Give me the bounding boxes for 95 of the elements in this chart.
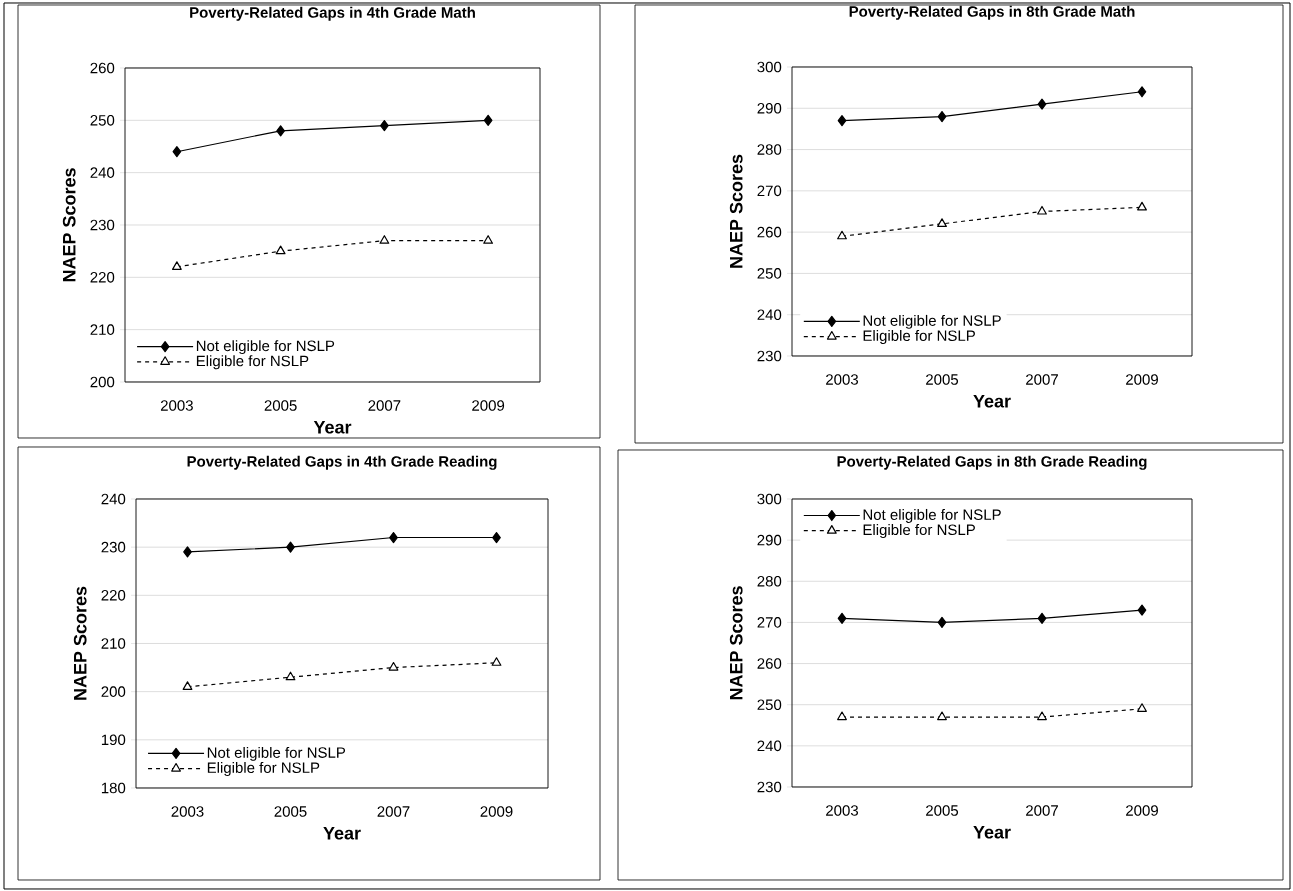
y-tick-label: 240 [757, 740, 782, 752]
point [837, 230, 847, 240]
y-tick-label: 300 [757, 493, 782, 505]
point [1137, 201, 1147, 211]
y-tick-label: 280 [757, 144, 782, 155]
y-tick-label: 260 [90, 62, 115, 74]
point [183, 546, 192, 558]
x-tick-label: 2009 [1126, 805, 1158, 816]
y-tick-label: 230 [757, 350, 782, 362]
legend-label: Eligible for NSLP [863, 524, 975, 539]
legend-label: Eligible for NSLP [863, 330, 975, 344]
y-tick-label: 270 [757, 617, 782, 628]
y-tick-label: 300 [757, 61, 782, 73]
point [1037, 612, 1047, 624]
y-axis-title: NAEP Scores [62, 168, 76, 282]
point [483, 114, 493, 126]
point [837, 612, 847, 624]
point [286, 541, 295, 553]
x-tick-label: 2007 [1026, 374, 1058, 385]
x-axis-title: Year [973, 395, 1011, 408]
legend-label: Not eligible for NSLP [863, 314, 1001, 329]
y-tick-label: 290 [757, 534, 782, 546]
legend-label: Eligible for NSLP [196, 355, 309, 370]
x-tick-label: 2007 [368, 400, 401, 411]
y-tick-label: 270 [757, 185, 782, 197]
y-tick-label: 220 [101, 590, 126, 601]
point [1137, 86, 1147, 98]
point [1037, 98, 1047, 110]
y-axis-title: NAEP Scores [729, 586, 743, 700]
y-tick-label: 190 [101, 734, 126, 746]
point [275, 245, 286, 255]
x-axis-title: Year [313, 421, 352, 434]
point [182, 681, 193, 690]
point [483, 235, 494, 244]
y-tick-label: 250 [757, 699, 782, 711]
y-tick-label: 240 [90, 167, 115, 178]
chart-title: Poverty-Related Gaps in 8th Grade Math [849, 5, 1135, 20]
y-tick-label: 260 [757, 226, 782, 238]
x-tick-label: 2009 [1126, 374, 1158, 385]
point [171, 261, 182, 270]
x-tick-label: 2009 [480, 806, 513, 817]
y-tick-label: 290 [757, 102, 782, 114]
point [285, 671, 296, 681]
x-tick-label: 2007 [1026, 805, 1058, 816]
chart-title: Poverty-Related Gaps in 8th Grade Reading [837, 455, 1147, 470]
chart-title: Poverty-Related Gaps in 4th Grade Math [190, 6, 475, 21]
point [1137, 604, 1147, 616]
x-tick-label: 2007 [377, 806, 410, 817]
x-tick-label: 2003 [826, 374, 859, 385]
legend-label: Eligible for NSLP [207, 762, 320, 776]
point [837, 711, 847, 721]
point [937, 110, 947, 123]
y-axis-title: NAEP Scores [73, 586, 87, 700]
x-axis-title: Year [323, 827, 361, 840]
y-tick-label: 240 [101, 493, 126, 505]
y-axis-title: NAEP Scores [729, 154, 743, 268]
x-tick-label: 2003 [826, 805, 859, 816]
legend-label: Not eligible for NSLP [196, 340, 335, 355]
point [937, 616, 947, 629]
x-tick-label: 2003 [171, 806, 204, 817]
point [172, 146, 182, 158]
y-tick-label: 210 [101, 638, 126, 649]
y-tick-label: 230 [90, 219, 115, 231]
y-tick-label: 230 [101, 541, 126, 553]
x-tick-label: 2003 [160, 400, 193, 411]
point [1037, 711, 1047, 721]
y-tick-label: 250 [90, 115, 115, 126]
point [276, 125, 285, 137]
y-tick-label: 260 [757, 658, 782, 669]
legend-label: Not eligible for NSLP [863, 508, 1001, 523]
y-tick-label: 280 [757, 575, 782, 587]
x-axis-title: Year [973, 826, 1011, 839]
x-tick-label: 2005 [926, 374, 959, 385]
point [937, 711, 947, 721]
x-tick-label: 2005 [926, 805, 959, 816]
point [837, 115, 847, 127]
point [1037, 205, 1047, 215]
y-tick-label: 240 [757, 309, 782, 321]
point [937, 218, 947, 227]
x-tick-label: 2005 [274, 806, 307, 817]
y-tick-label: 180 [101, 782, 126, 794]
chart-title: Poverty-Related Gaps in 4th Grade Reading [187, 455, 497, 470]
point [491, 657, 502, 666]
legend-label: Not eligible for NSLP [207, 746, 346, 761]
x-tick-label: 2005 [264, 400, 297, 411]
y-tick-label: 210 [90, 324, 115, 335]
point [379, 235, 390, 244]
y-tick-label: 200 [101, 686, 126, 697]
y-tick-label: 250 [757, 268, 782, 279]
y-tick-label: 220 [90, 272, 115, 283]
x-tick-label: 2009 [472, 400, 505, 411]
point [388, 661, 399, 671]
y-tick-label: 200 [90, 376, 115, 388]
y-tick-label: 230 [757, 781, 782, 793]
point [1137, 703, 1147, 712]
